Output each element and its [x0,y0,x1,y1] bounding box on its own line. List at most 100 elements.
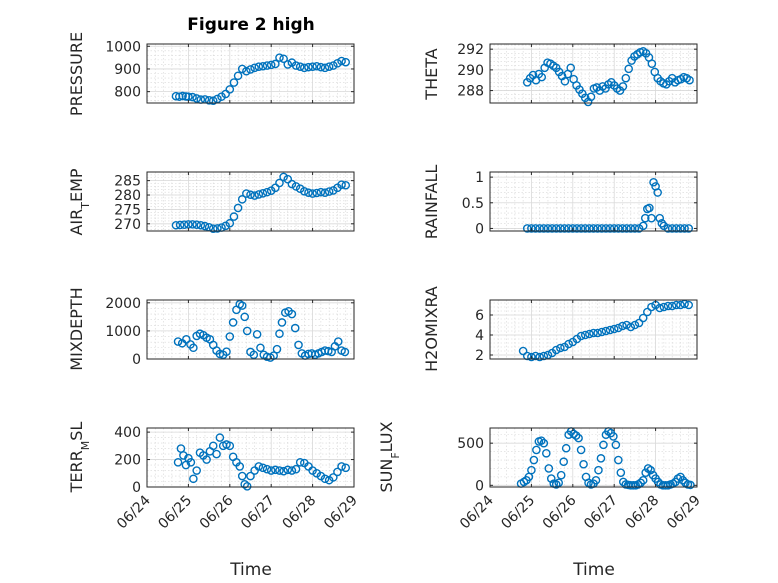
pressure-data-point [258,61,268,71]
theta-data-point [566,63,576,73]
rainfall-data-point [605,224,615,233]
mixdepth-data-point [256,343,265,353]
rainfall-series [522,177,694,233]
pressure-data-point [237,64,247,74]
sun-flux-minor-grid [490,428,697,487]
h2omixra-data-point [551,345,561,355]
theta-ytick-label: 288 [457,84,484,100]
h2omixra-data-point [589,328,598,338]
sun-flux-data-point [529,455,539,465]
pressure-data-point [254,62,264,71]
air-temp-data-point [200,221,210,231]
air-temp-data-point [275,178,284,188]
air-temp-ytick-label: 275 [114,202,141,218]
terr-msl-data-point [291,464,301,474]
terr-msl-data-point [186,458,196,467]
pressure-data-point [262,61,272,70]
sun-flux-data-point [614,455,623,465]
pressure-data-point [341,57,351,67]
terr-msl-data-point [189,474,198,484]
rainfall-data-point [589,224,598,233]
mixdepth-data-point [189,343,198,353]
theta-data-point [624,64,633,74]
h2omixra-data-point [614,323,623,333]
pressure-data-point [324,62,334,71]
air-temp-ytick-label: 285 [114,174,141,190]
terr-msl-data-point [341,463,351,473]
rainfall-data-point [676,224,685,233]
pressure-data-point [337,56,346,66]
h2omixra-axes-box [489,299,698,360]
sun-flux-data-point [561,443,571,453]
terr-msl-data-point [271,465,280,475]
mixdepth-axes-box [146,299,355,360]
pressure-data-point [304,62,313,72]
mixdepth-data-point [249,350,259,360]
terr-msl-data-point [333,467,342,477]
sun-flux-data-point [554,478,564,488]
sun-flux-data-point [646,465,655,475]
pressure-data-point [316,62,326,72]
h2omixra-data-point [643,307,652,317]
ylabel-rainfall: RAINFALL [422,165,441,240]
rainfall-data-point [657,219,667,228]
mixdepth-data-point [277,318,287,327]
h2omixra-data-point [531,351,540,361]
air-temp-data-point [175,220,185,230]
pressure-data-point [291,61,301,70]
theta-data-point [621,73,631,83]
mixdepth-data-point [287,309,297,319]
air-temp-data-point [250,191,259,200]
air-temp-data-point [316,187,326,197]
sun-flux-axes-box [489,427,698,488]
theta-data-point [647,59,657,68]
h2omixra-data-point [684,300,694,310]
sun-flux-data-point [576,445,586,455]
sun-flux-data-point [537,436,546,445]
terr-msl-data-point [212,449,221,459]
mixdepth-data-point [290,323,300,333]
air-temp-data-point [279,172,288,182]
air-temp-data-point [233,203,243,213]
pressure-data-point [208,96,218,106]
air-temp-data-point [184,220,193,229]
sun-flux-data-point [544,464,554,473]
h2omixra-data-point [609,324,619,334]
mixdepth-data-point [272,344,282,354]
air-temp-data-point [283,174,293,184]
mixdepth-ytick-label: 0 [132,352,141,368]
terr-msl-data-point [266,466,276,475]
rainfall-data-point [645,203,654,213]
sun-flux-data-point [638,475,648,485]
terr-msl-data-point [237,471,247,481]
sun-flux-data-point [559,457,568,467]
terr-msl-data-point [287,466,297,475]
rainfall-data-point [622,224,631,233]
mixdepth-data-point [333,337,343,346]
h2omixra-data-point [638,313,648,323]
sun-flux-data-point [678,475,688,485]
terr-msl-ytick-label: 0 [132,480,141,496]
pressure-data-point [242,66,251,76]
ylabel-mixdepth: MIXDEPTH [67,287,86,370]
rainfall-data-point [655,213,665,223]
h2omixra-data-point [580,330,590,340]
terr-msl-data-point [240,479,250,489]
h2omixra-data-point [659,302,669,312]
air-temp-data-point [271,183,280,193]
mixdepth-data-point [173,337,183,346]
sun-flux-data-point [686,480,695,490]
terr-msl-series [173,433,351,491]
rainfall-data-point [597,224,607,233]
pressure-ytick-label: 800 [114,85,141,101]
air-temp-data-point [337,180,346,189]
h2omixra-data-point [539,351,549,361]
rainfall-ytick-label: 0.5 [462,196,484,212]
terr-msl-data-point [225,441,235,451]
rainfall-data-point [684,224,694,233]
air-temp-data-point [171,220,181,230]
panel-h2omixra: H2OMIXRA 2 4 6 [422,286,698,372]
terr-msl-data-point [258,463,268,473]
h2omixra-ytick-label: 2 [475,348,484,364]
